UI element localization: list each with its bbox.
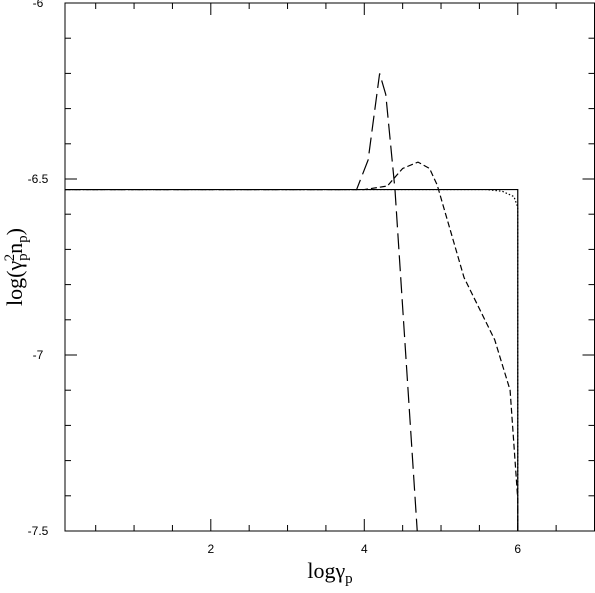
data-line bbox=[65, 161, 519, 531]
y-axis-label: log(γp2np) bbox=[2, 228, 31, 306]
y-label-part: p bbox=[15, 253, 31, 261]
data-line bbox=[65, 188, 519, 531]
y-tick-label: -6.5 bbox=[28, 172, 49, 186]
y-tick-label: -7 bbox=[33, 348, 44, 362]
y-tick-label: -6 bbox=[33, 0, 44, 10]
y-label-part: n bbox=[2, 243, 27, 254]
ticks: 2 4 6 -6 -6.5 -7 -7.5 bbox=[28, 0, 595, 556]
data-line bbox=[65, 73, 418, 532]
x-tick-label: 6 bbox=[514, 542, 521, 556]
x-tick-label: 2 bbox=[207, 542, 214, 556]
y-label-part: ) bbox=[2, 228, 27, 235]
x-label-sub: p bbox=[345, 571, 353, 587]
x-tick-label: 4 bbox=[361, 542, 368, 556]
y-label-part: p bbox=[15, 235, 31, 243]
data-line bbox=[65, 188, 519, 531]
y-tick-label: -7.5 bbox=[28, 524, 49, 538]
x-axis-label: logγp bbox=[307, 558, 352, 587]
y-label-part: 2 bbox=[2, 254, 18, 262]
x-label-main: logγ bbox=[307, 558, 345, 583]
y-label-part: log(γ bbox=[2, 261, 27, 306]
plot-frame bbox=[64, 2, 595, 532]
